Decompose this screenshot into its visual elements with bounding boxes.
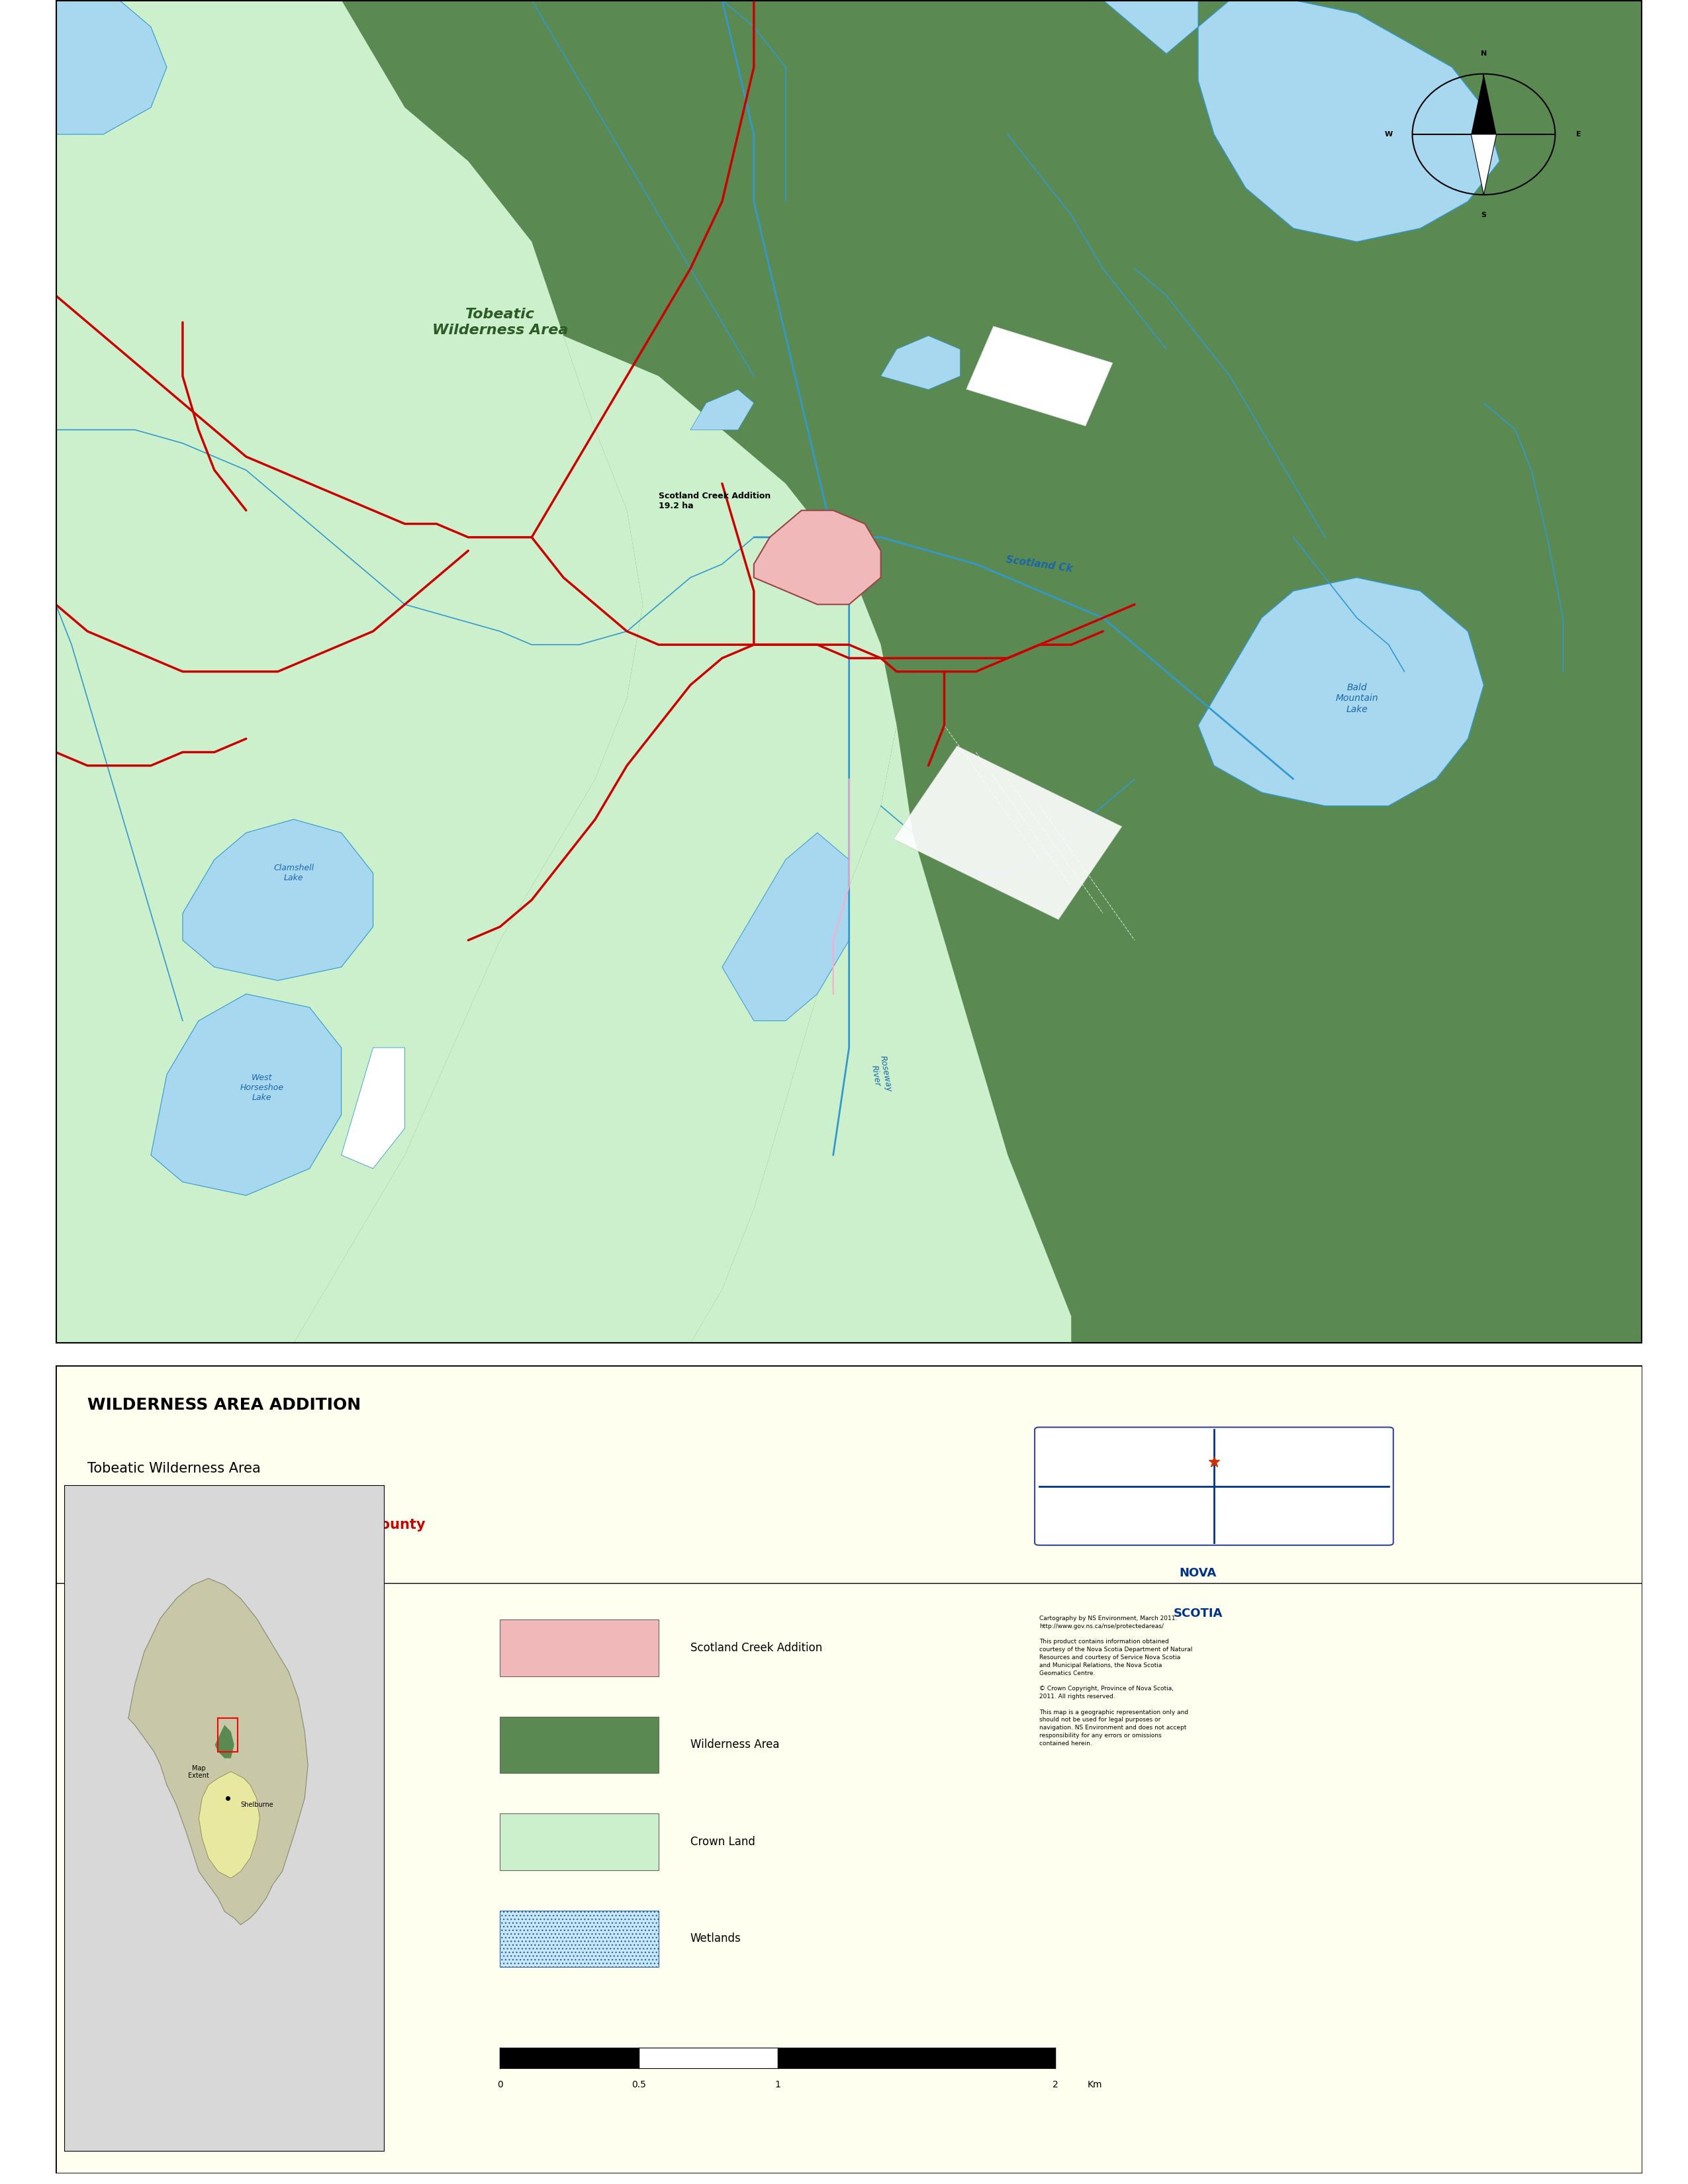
Polygon shape: [56, 0, 643, 1343]
Bar: [218, 1719, 238, 1752]
Bar: [500, 1717, 658, 1773]
Text: Scotland Ck: Scotland Ck: [1006, 555, 1074, 574]
Text: Roseway
River: Roseway River: [868, 1055, 893, 1094]
Polygon shape: [966, 325, 1112, 426]
Text: Cartography by NS Environment, March 2011.
http://www.gov.ns.ca/nse/protectedare: Cartography by NS Environment, March 201…: [1040, 1616, 1193, 1747]
Polygon shape: [1198, 0, 1499, 242]
Text: Clamshell
Lake: Clamshell Lake: [273, 865, 314, 882]
Polygon shape: [690, 389, 755, 430]
Bar: [638, 2049, 778, 2068]
Polygon shape: [1008, 0, 1198, 55]
Polygon shape: [722, 832, 849, 1020]
Polygon shape: [341, 1048, 405, 1168]
Text: Wilderness Area: Wilderness Area: [690, 1738, 780, 1752]
Text: 0: 0: [496, 2079, 503, 2090]
Text: W: W: [1384, 131, 1393, 138]
Polygon shape: [199, 1771, 260, 1878]
Text: N: N: [1480, 50, 1487, 57]
Bar: [500, 1911, 658, 1968]
Text: 2: 2: [1052, 2079, 1058, 2090]
Polygon shape: [56, 0, 167, 135]
Polygon shape: [214, 1725, 235, 1758]
Text: Bald
Mountain
Lake: Bald Mountain Lake: [1335, 684, 1377, 714]
Text: SCOTIA: SCOTIA: [1173, 1607, 1222, 1618]
Text: Crown Land: Crown Land: [690, 1837, 755, 1848]
Bar: [778, 2049, 1055, 2068]
Bar: [500, 2049, 638, 2068]
Text: Wetlands: Wetlands: [690, 1933, 741, 1944]
Text: 0.5: 0.5: [631, 2079, 647, 2090]
Polygon shape: [1470, 135, 1497, 194]
Polygon shape: [881, 336, 960, 389]
Bar: [500, 1621, 658, 1675]
Polygon shape: [294, 336, 896, 1343]
Polygon shape: [128, 1579, 307, 1924]
Text: Shelburne: Shelburne: [240, 1802, 273, 1808]
Text: WILDERNESS AREA ADDITION: WILDERNESS AREA ADDITION: [88, 1398, 361, 1413]
Text: NOVA: NOVA: [1180, 1568, 1217, 1579]
Polygon shape: [755, 511, 881, 605]
Text: E: E: [1577, 131, 1582, 138]
Polygon shape: [690, 725, 1072, 1343]
Bar: [500, 1813, 658, 1870]
Polygon shape: [1198, 577, 1484, 806]
Text: Scotland Creek Addition: Scotland Creek Addition: [690, 1642, 822, 1653]
Polygon shape: [150, 994, 341, 1195]
Text: Tobeatic Wilderness Area: Tobeatic Wilderness Area: [88, 1461, 260, 1474]
Text: 1: 1: [775, 2079, 780, 2090]
Text: Scotland Creek Addition
19.2 ha: Scotland Creek Addition 19.2 ha: [658, 491, 771, 511]
Text: West
Horseshoe
Lake: West Horseshoe Lake: [240, 1075, 284, 1103]
Polygon shape: [182, 819, 373, 981]
Text: S: S: [1480, 212, 1487, 218]
Text: Tobeatic
Wilderness Area: Tobeatic Wilderness Area: [432, 308, 567, 336]
Polygon shape: [1470, 74, 1497, 135]
Text: Map
Extent: Map Extent: [189, 1765, 209, 1780]
Text: Km: Km: [1087, 2079, 1102, 2090]
Polygon shape: [893, 747, 1123, 919]
Text: Scotland Creek Addition, Shelburne County: Scotland Creek Addition, Shelburne Count…: [88, 1518, 425, 1531]
FancyBboxPatch shape: [1035, 1426, 1393, 1546]
